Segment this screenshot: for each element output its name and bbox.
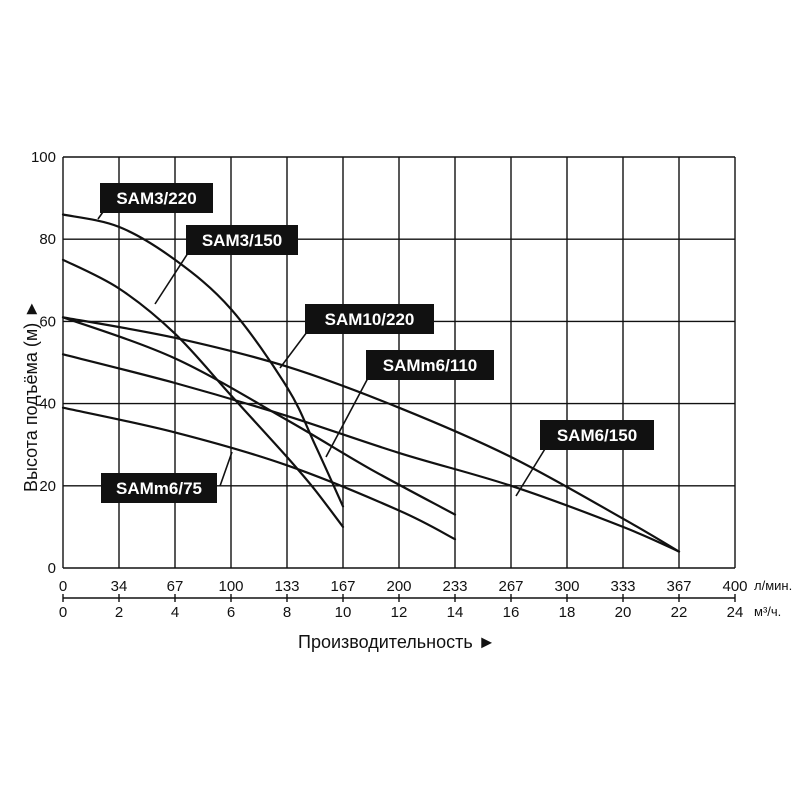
x-tick-m3h-22: 22 (671, 604, 688, 621)
y-tick-20: 20 (39, 478, 56, 495)
x-tick-lpm-100: 100 (218, 578, 243, 595)
label-box-sam6-150 (540, 420, 654, 450)
curve-sam3-220 (61, 213, 345, 508)
x-tick-lpm-267: 267 (498, 578, 523, 595)
x-tick-m3h-8: 8 (283, 604, 291, 621)
curve-samm6-75 (61, 406, 457, 541)
label-box-samm6-110 (366, 350, 494, 380)
x-tick-m3h-2: 2 (115, 604, 123, 621)
x-tick-m3h-18: 18 (559, 604, 576, 621)
leader-sam6-150 (515, 443, 549, 497)
x-tick-m3h-10: 10 (335, 604, 352, 621)
y-tick-40: 40 (39, 396, 56, 413)
x-tick-lpm-200: 200 (386, 578, 411, 595)
curves (61, 213, 681, 553)
x-tick-lpm-133: 133 (274, 578, 299, 595)
x-tick-lpm-233: 233 (442, 578, 467, 595)
leader-samm6-75 (219, 451, 233, 487)
y-axis-title: Высота подъёма (м) ► (21, 300, 41, 492)
x-tick-m3h-20: 20 (615, 604, 632, 621)
leader-sam10-220 (279, 327, 311, 369)
x-tick-m3h-0: 0 (59, 604, 67, 621)
x-tick-m3h-4: 4 (171, 604, 179, 621)
label-box-sam3-150 (186, 225, 298, 255)
x-axis-title: Производительность ► (298, 632, 496, 652)
x-tick-lpm-333: 333 (610, 578, 635, 595)
y-tick-0: 0 (48, 560, 56, 577)
x-tick-m3h-14: 14 (447, 604, 464, 621)
x-tick-lpm-67: 67 (167, 578, 184, 595)
x-tick-labels-lpm: 0 34 67 100 133 167 200 233 267 300 333 367 400 (59, 578, 748, 595)
x-tick-lpm-400: 400 (722, 578, 747, 595)
curve-sam3-150 (61, 258, 345, 528)
x-tick-m3h-12: 12 (391, 604, 408, 621)
x-tick-lpm-300: 300 (554, 578, 579, 595)
label-box-sam3-220 (100, 183, 213, 213)
x-tick-lpm-167: 167 (330, 578, 355, 595)
callouts: SAM3/220 SAM3/150 SAM10/220 SAMm6/110 SAM6/1… (97, 183, 654, 503)
curve-samm6-110 (61, 316, 457, 516)
series-label-samm6-75: SAMm6/75 (116, 479, 202, 498)
series-label-sam10-220: SAM10/220 (325, 310, 415, 329)
leader-samm6-110 (325, 377, 369, 458)
series-label-samm6-110: SAMm6/110 (383, 356, 478, 375)
x-tick-labels-m3h: 0 2 4 6 8 10 12 14 16 18 20 22 24 (59, 604, 744, 621)
y-tick-80: 80 (39, 231, 56, 248)
x-tick-m3h-16: 16 (503, 604, 520, 621)
label-box-samm6-75 (101, 473, 217, 503)
y-tick-100: 100 (31, 149, 56, 166)
x-tick-m3h-6: 6 (227, 604, 235, 621)
x-unit-lpm: л/мин. (754, 578, 792, 593)
label-box-sam10-220 (305, 304, 434, 334)
x-tick-lpm-0: 0 (59, 578, 67, 595)
x-unit-m3h: м³/ч. (754, 604, 781, 619)
y-tick-60: 60 (39, 313, 56, 330)
x-tick-lpm-367: 367 (666, 578, 691, 595)
leader-sam3-150 (154, 249, 191, 305)
y-tick-labels: 0 20 40 60 80 100 (31, 149, 56, 577)
curve-sam10-220 (61, 316, 681, 553)
series-label-sam3-220: SAM3/220 (116, 189, 196, 208)
series-label-sam6-150: SAM6/150 (557, 426, 637, 445)
x-tick-lpm-34: 34 (111, 578, 128, 595)
x-tick-m3h-24: 24 (727, 604, 744, 621)
curve-sam6-150 (61, 353, 681, 553)
series-label-sam3-150: SAM3/150 (202, 231, 282, 250)
